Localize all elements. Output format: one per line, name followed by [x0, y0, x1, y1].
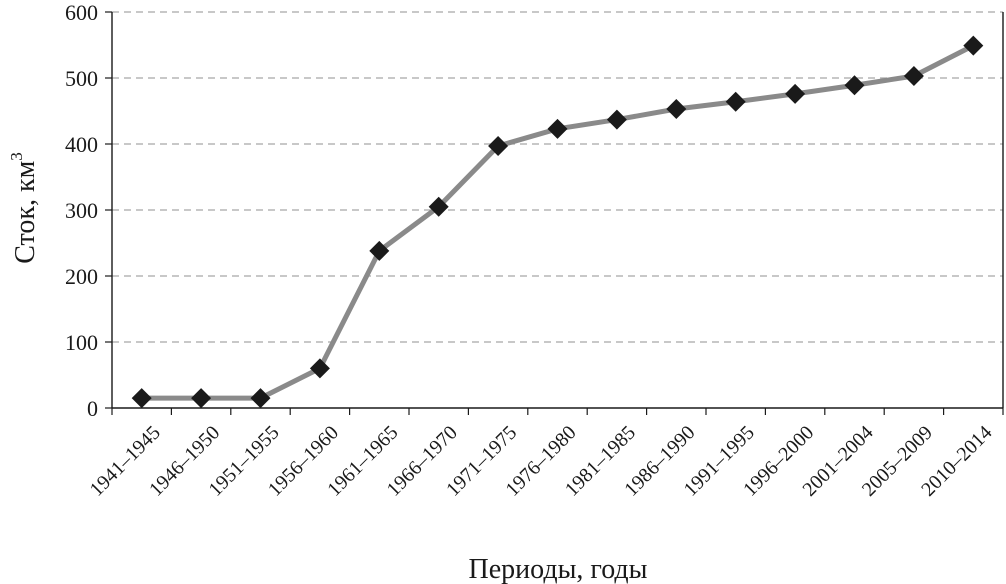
x-tick-labels: 1941–19451946–19501951–19551956–19601961… [86, 422, 997, 501]
data-point-marker [428, 196, 449, 217]
data-point-marker [963, 35, 984, 56]
grid-lines [112, 11, 1003, 343]
data-point-marker [903, 66, 924, 87]
y-tick-labels: 0 100 200 300 400 500 600 [65, 0, 98, 421]
y-tick-label: 400 [65, 132, 98, 157]
y-tick-label: 100 [65, 330, 98, 355]
data-point-marker [309, 358, 330, 379]
x-axis-label: Периоды, годы [469, 554, 648, 584]
y-axis-label-superscript: 3 [7, 152, 26, 161]
data-point-marker [725, 91, 746, 112]
y-tick-label: 0 [87, 396, 98, 421]
series-group [131, 35, 984, 409]
y-axis-label-text: Сток, км [10, 160, 41, 263]
data-point-marker [606, 109, 627, 130]
y-axis-label: Сток, км3 [7, 152, 41, 264]
data-point-marker [666, 99, 687, 120]
data-point-marker [191, 388, 212, 409]
y-tick-label: 300 [65, 198, 98, 223]
data-point-marker [250, 388, 271, 409]
series-line [141, 43, 975, 401]
data-point-marker [488, 135, 509, 156]
data-point-marker [131, 388, 152, 409]
axes [105, 11, 1004, 415]
data-point-marker [547, 118, 568, 139]
data-point-marker [785, 83, 806, 104]
y-tick-label: 200 [65, 264, 98, 289]
data-point-marker [844, 75, 865, 96]
y-tick-label: 600 [65, 0, 98, 25]
y-tick-label: 500 [65, 66, 98, 91]
data-point-marker [369, 240, 390, 261]
